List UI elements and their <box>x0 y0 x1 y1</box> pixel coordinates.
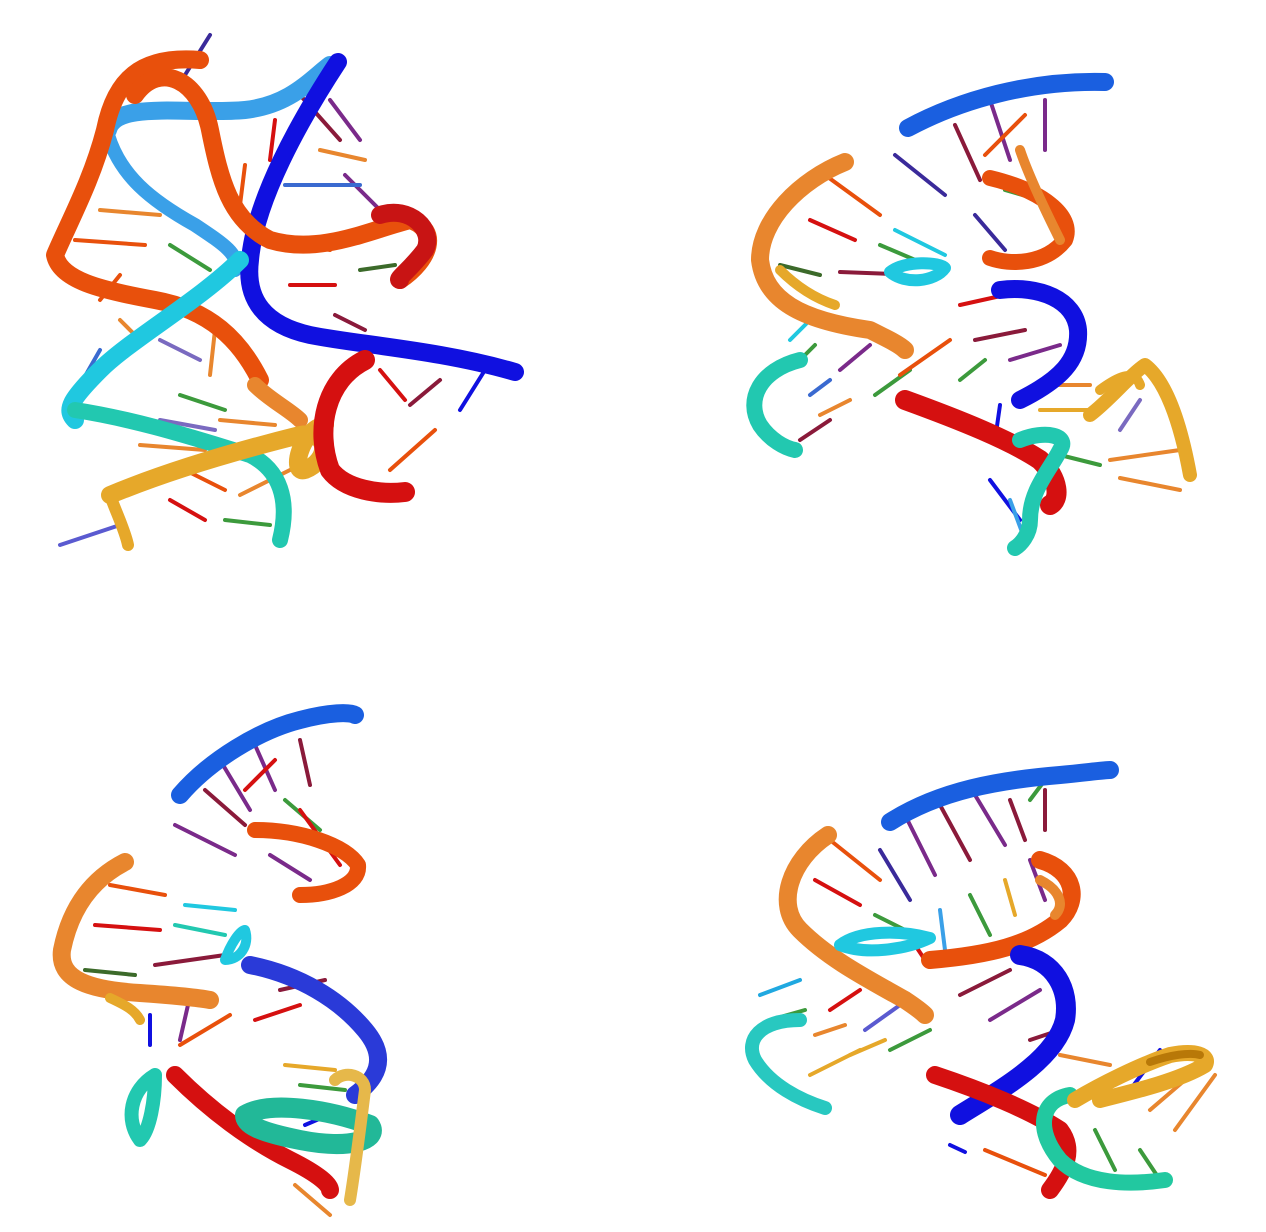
panel-top-right <box>746 72 1197 556</box>
panel-bottom-left <box>52 704 388 1217</box>
backbone-ribbons <box>745 761 1214 1199</box>
panel-top-left <box>46 33 524 551</box>
base-pairs <box>83 738 347 1217</box>
backbone-ribbons <box>46 50 524 551</box>
panel-bottom-right <box>745 761 1217 1199</box>
backbone-ribbons <box>746 72 1197 556</box>
backbone-ribbons <box>52 704 388 1206</box>
